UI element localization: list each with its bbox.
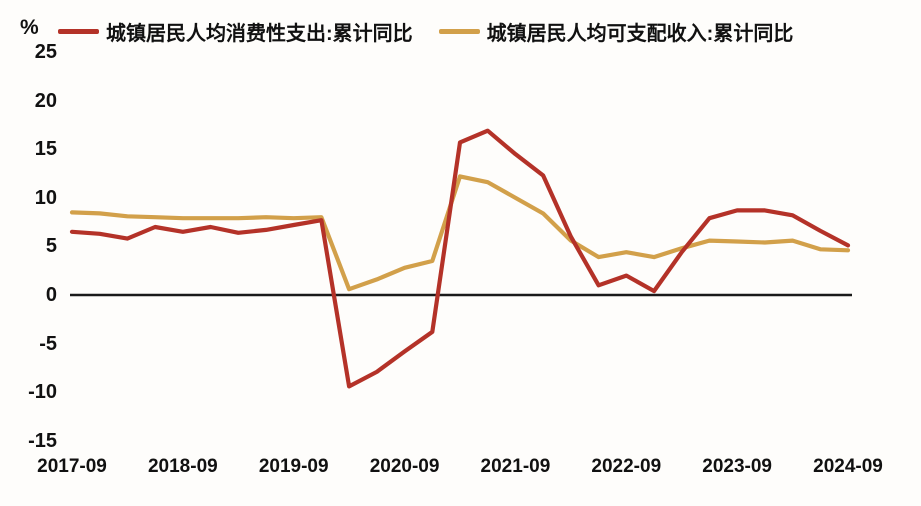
income-line [69, 174, 851, 292]
y-tick-label: 10 [34, 186, 57, 209]
y-tick-label: 0 [45, 284, 57, 306]
income-series-swatch [438, 29, 480, 34]
x-tick-label: 2021-09 [480, 456, 551, 477]
x-tick-label: 2022-09 [591, 456, 662, 477]
y-tick-label: 15 [34, 138, 57, 161]
y-tick-label: 25 [34, 41, 57, 63]
legend: 城镇居民人均消费性支出:累计同比 城镇居民人均可支配收入:累计同比 [58, 17, 793, 46]
y-tick-label: -5 [39, 332, 57, 355]
x-tick-label: 2017-09 [37, 456, 107, 477]
y-tick-label: -15 [28, 429, 57, 452]
x-tick-label: 2018-09 [147, 456, 218, 477]
consumption-line [69, 128, 851, 389]
consumption-series-label: 城镇居民人均消费性支出:累计同比 [106, 23, 413, 45]
y-axis-unit-label: % [20, 16, 39, 39]
income-series-label: 城镇居民人均可支配收入:累计同比 [486, 23, 794, 45]
x-tick-label: 2019-09 [258, 456, 329, 477]
x-tick-label: 2023-09 [702, 456, 772, 477]
y-tick-label: 5 [45, 235, 57, 258]
y-tick-label: -10 [28, 381, 57, 404]
x-tick-label: 2020-09 [369, 456, 440, 477]
x-tick-label: 2024-09 [813, 456, 883, 477]
y-tick-label: 20 [34, 89, 57, 112]
consumption-series-swatch [58, 29, 99, 34]
